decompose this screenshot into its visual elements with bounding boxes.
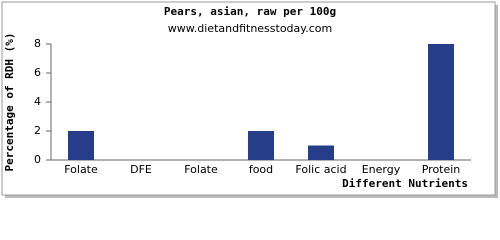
y-tick-label: 4 [34, 95, 41, 108]
y-tick-label: 0 [34, 153, 41, 166]
x-axis-label: Different Nutrients [342, 177, 468, 190]
bar [428, 44, 454, 160]
y-tick-label: 6 [34, 66, 41, 79]
bar [68, 131, 94, 160]
y-tick-label: 8 [34, 37, 41, 50]
chart: Pears, asian, raw per 100g www.dietandfi… [1, 1, 498, 198]
bar [248, 131, 274, 160]
x-tick-label: food [249, 163, 273, 176]
chart-title: Pears, asian, raw per 100g [164, 5, 336, 18]
bar [308, 145, 334, 160]
y-axis-label: Percentage of RDH (%) [3, 32, 16, 171]
x-tick-label: Protein [422, 163, 461, 176]
frame [1, 1, 496, 196]
x-tick-label: Folic acid [295, 163, 346, 176]
x-tick-label: Folate [64, 163, 98, 176]
x-tick-label: DFE [130, 163, 152, 176]
y-tick-label: 2 [34, 124, 41, 137]
x-tick-label: Folate [184, 163, 218, 176]
x-tick-label: Energy [362, 163, 401, 176]
chart-subtitle: www.dietandfitnesstoday.com [168, 22, 332, 35]
